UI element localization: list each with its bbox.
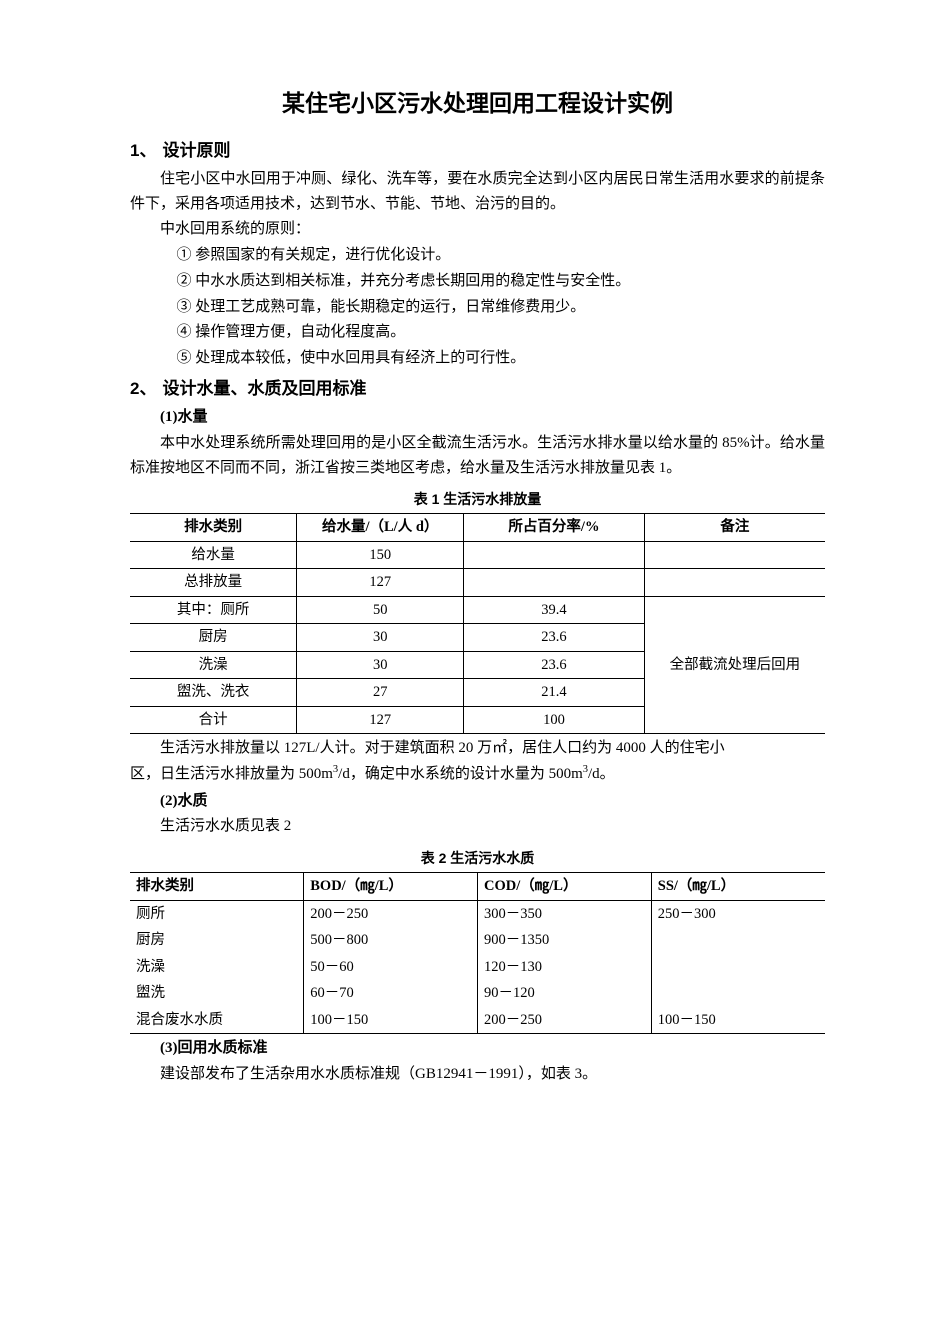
table-row: 厨房 500－800 900－1350 <box>130 927 825 953</box>
table-row: 给水量 150 <box>130 541 825 568</box>
t1-col-1: 给水量/（L/人 d） <box>297 514 464 541</box>
t2-col-1: BOD/（㎎/L） <box>304 873 478 900</box>
table-row: 总排放量 127 <box>130 569 825 596</box>
s2-sub3-paragraph: 建设部发布了生活杂用水水质标准规（GB12941－1991），如表 3。 <box>130 1062 825 1087</box>
t1-col-2: 所占百分率/% <box>464 514 645 541</box>
t1-cell: 127 <box>297 706 464 733</box>
t1-cell: 23.6 <box>464 624 645 651</box>
s1-principle-1: ① 参照国家的有关规定，进行优化设计。 <box>130 243 825 268</box>
table-row: 其中：厕所 50 39.4 全部截流处理后回用 <box>130 596 825 623</box>
table-row: 混合废水水质 100－150 200－250 100－150 <box>130 1007 825 1034</box>
t1-cell: 30 <box>297 624 464 651</box>
t1-cell: 盥洗、洗衣 <box>130 679 297 706</box>
table-row: 厕所 200－250 300－350 250－300 <box>130 900 825 927</box>
t1-cell <box>464 541 645 568</box>
t2-col-3: SS/（㎎/L） <box>651 873 825 900</box>
t2-cell: 90－120 <box>478 980 652 1006</box>
section-1-num: 1、 <box>130 141 156 160</box>
t1-cell: 给水量 <box>130 541 297 568</box>
s2-sub1-heading: (1)水量 <box>130 405 825 430</box>
t2-cell: 300－350 <box>478 900 652 927</box>
t2-col-2: COD/（㎎/L） <box>478 873 652 900</box>
s2-after-t1-paragraph-a: 生活污水排放量以 127L/人计。对于建筑面积 20 万㎡，居住人口约为 400… <box>130 736 825 761</box>
table-2: 排水类别 BOD/（㎎/L） COD/（㎎/L） SS/（㎎/L） 厕所 200… <box>130 872 825 1034</box>
section-1-heading: 1、设计原则 <box>130 137 825 165</box>
s2-sub1-paragraph: 本中水处理系统所需处理回用的是小区全截流生活污水。生活污水排水量以给水量的 85… <box>130 431 825 481</box>
s2-after-t1-paragraph-b: 区，日生活污水排放量为 500m3/d，确定中水系统的设计水量为 500m3/d… <box>130 762 825 787</box>
t1-col-0: 排水类别 <box>130 514 297 541</box>
table-1-caption: 表 1 生活污水排放量 <box>130 488 825 511</box>
document-title: 某住宅小区污水处理回用工程设计实例 <box>130 85 825 123</box>
table-row: 盥洗 60－70 90－120 <box>130 980 825 1006</box>
s1-principle-4: ④ 操作管理方便，自动化程度高。 <box>130 320 825 345</box>
t1-cell: 合计 <box>130 706 297 733</box>
t1-cell: 39.4 <box>464 596 645 623</box>
t2-cell: 900－1350 <box>478 927 652 953</box>
s1-paragraph-1: 住宅小区中水回用于冲厕、绿化、洗车等，要在水质完全达到小区内居民日常生活用水要求… <box>130 167 825 217</box>
table-2-header-row: 排水类别 BOD/（㎎/L） COD/（㎎/L） SS/（㎎/L） <box>130 873 825 900</box>
t2-cell: 洗澡 <box>130 954 304 980</box>
t2-cell: 盥洗 <box>130 980 304 1006</box>
t1-cell <box>644 569 825 596</box>
t1-cell: 23.6 <box>464 651 645 678</box>
t2-cell: 500－800 <box>304 927 478 953</box>
table-1: 排水类别 给水量/（L/人 d） 所占百分率/% 备注 给水量 150 总排放量… <box>130 513 825 734</box>
t1-cell: 50 <box>297 596 464 623</box>
s2-sub2-paragraph: 生活污水水质见表 2 <box>130 814 825 839</box>
t1-col-3: 备注 <box>644 514 825 541</box>
t2-cell: 60－70 <box>304 980 478 1006</box>
section-2-heading: 2、设计水量、水质及回用标准 <box>130 375 825 403</box>
t1-cell <box>464 569 645 596</box>
t1-cell: 总排放量 <box>130 569 297 596</box>
s2-sub2-heading: (2)水质 <box>130 789 825 814</box>
t2-cell: 120－130 <box>478 954 652 980</box>
t2-cell <box>651 954 825 980</box>
table-2-caption: 表 2 生活污水水质 <box>130 847 825 870</box>
t1-cell: 127 <box>297 569 464 596</box>
s1-principle-3: ③ 处理工艺成熟可靠，能长期稳定的运行，日常维修费用少。 <box>130 295 825 320</box>
t2-cell <box>651 980 825 1006</box>
t2-cell: 50－60 <box>304 954 478 980</box>
s1-principle-2: ② 中水水质达到相关标准，并充分考虑长期回用的稳定性与安全性。 <box>130 269 825 294</box>
section-2-heading-text: 设计水量、水质及回用标准 <box>162 379 366 398</box>
t2-col-0: 排水类别 <box>130 873 304 900</box>
t1-cell: 厨房 <box>130 624 297 651</box>
t1-cell: 150 <box>297 541 464 568</box>
s1-principle-5: ⑤ 处理成本较低，使中水回用具有经济上的可行性。 <box>130 346 825 371</box>
t2-cell: 200－250 <box>304 900 478 927</box>
t1-cell <box>644 541 825 568</box>
section-2-num: 2、 <box>130 379 156 398</box>
table-row: 洗澡 50－60 120－130 <box>130 954 825 980</box>
t2-cell: 厨房 <box>130 927 304 953</box>
t2-cell: 250－300 <box>651 900 825 927</box>
t2-cell: 200－250 <box>478 1007 652 1034</box>
t1-cell: 其中：厕所 <box>130 596 297 623</box>
t1-cell: 30 <box>297 651 464 678</box>
t1-cell: 洗澡 <box>130 651 297 678</box>
t2-cell <box>651 927 825 953</box>
table-1-header-row: 排水类别 给水量/（L/人 d） 所占百分率/% 备注 <box>130 514 825 541</box>
t2-cell: 100－150 <box>651 1007 825 1034</box>
s2-sub3-heading: (3)回用水质标准 <box>130 1036 825 1061</box>
t2-cell: 厕所 <box>130 900 304 927</box>
t1-cell: 21.4 <box>464 679 645 706</box>
s1-paragraph-2: 中水回用系统的原则： <box>130 217 825 242</box>
t2-cell: 混合废水水质 <box>130 1007 304 1034</box>
t2-cell: 100－150 <box>304 1007 478 1034</box>
t1-cell: 27 <box>297 679 464 706</box>
section-1-heading-text: 设计原则 <box>162 141 230 160</box>
t1-cell: 100 <box>464 706 645 733</box>
t1-note-cell: 全部截流处理后回用 <box>644 596 825 733</box>
